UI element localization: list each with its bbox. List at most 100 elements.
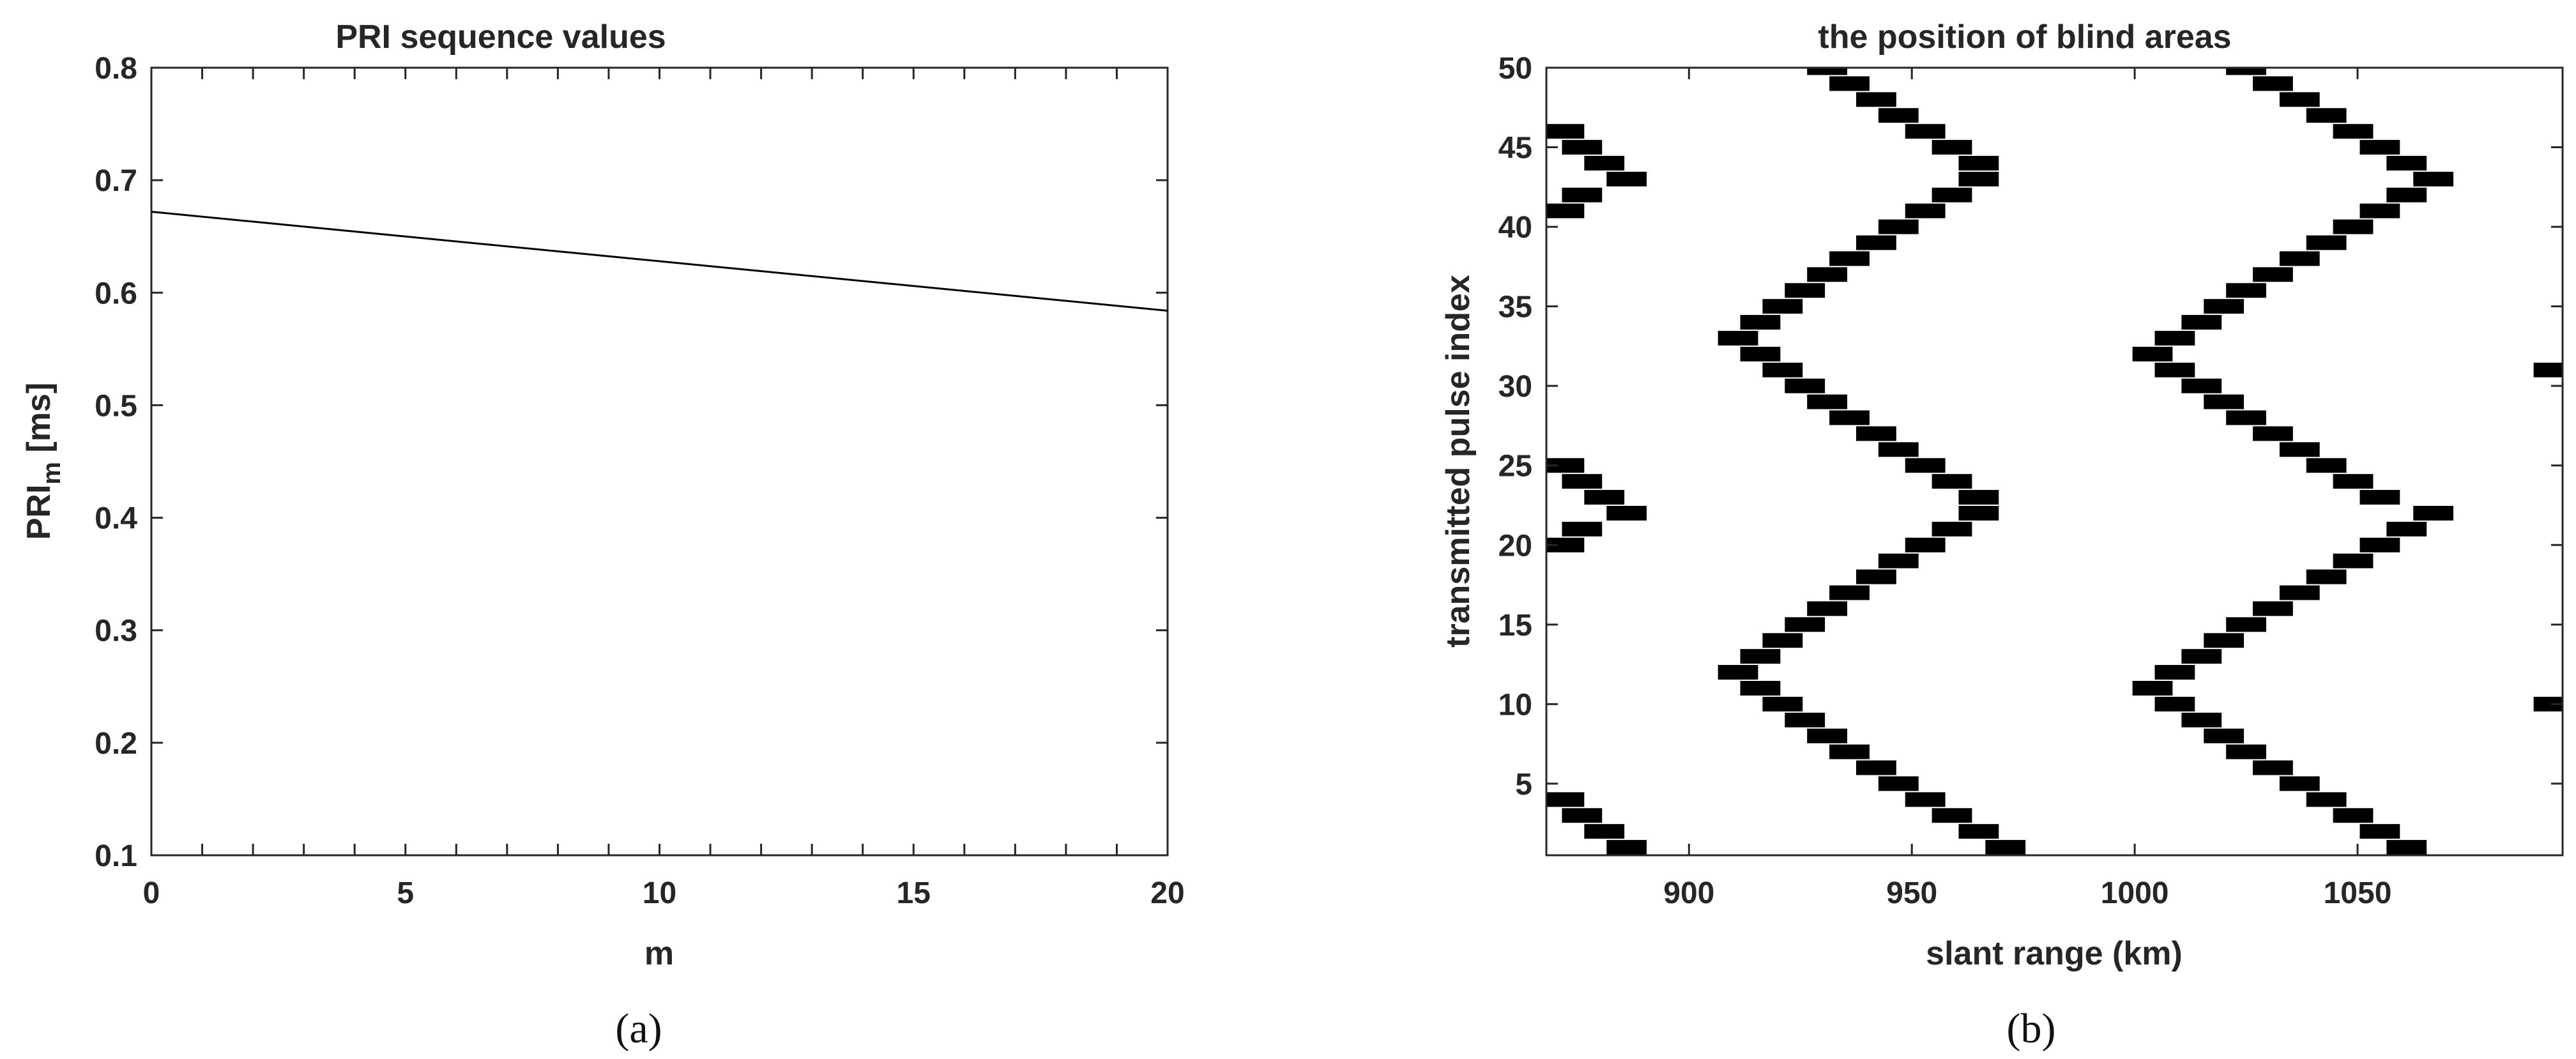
blind-area-marker (1606, 171, 1647, 187)
chart-b-title: the position of blind areas (1818, 19, 2231, 56)
blind-area-marker (2226, 410, 2266, 425)
blind-area-marker (1807, 267, 1848, 282)
x-tick-label: 1050 (2324, 876, 2392, 910)
blind-area-marker (1905, 537, 1946, 552)
blind-area-marker (1546, 792, 1585, 807)
blind-area-marker (2413, 505, 2454, 521)
blind-area-marker (2386, 840, 2427, 855)
blind-area-marker (2359, 490, 2400, 505)
blind-area-marker (1562, 140, 1603, 155)
x-tick-label: 15 (897, 876, 931, 910)
blind-area-marker (1718, 665, 1758, 680)
chart-b-blind-area-markers (1546, 68, 2563, 855)
blind-area-marker (2413, 171, 2454, 187)
blind-area-marker (1932, 521, 1972, 537)
blind-area-marker (1856, 569, 1896, 584)
blind-area-marker (1785, 617, 1825, 632)
blind-area-marker (1762, 633, 1803, 648)
chart-b-caption: (b) (2007, 1005, 2056, 1052)
blind-area-marker (1606, 505, 1647, 521)
y-tick-label: 25 (1498, 450, 1532, 484)
blind-area-marker (1740, 346, 1781, 362)
blind-area-marker (2359, 824, 2400, 839)
chart-b-frame (1545, 66, 2564, 857)
blind-area-marker (1829, 76, 1870, 91)
y-tick-label: 10 (1498, 688, 1532, 722)
blind-area-marker (1829, 744, 1870, 759)
blind-area-marker (1932, 474, 1972, 489)
blind-areas-chart: the position of blind areas 900 950 1000 10… (1440, 19, 2564, 1052)
blind-area-marker (1807, 394, 1848, 409)
x-tick-label: 1000 (2101, 876, 2169, 910)
blind-area-marker (1958, 505, 1999, 521)
y-tick-label: 15 (1498, 609, 1532, 643)
blind-area-marker (2279, 251, 2320, 266)
blind-area-marker (1878, 442, 1919, 457)
blind-area-marker (1878, 108, 1919, 123)
blind-area-marker (1905, 203, 1946, 218)
blind-area-marker (2226, 283, 2266, 298)
blind-area-marker (1932, 808, 1972, 823)
y-tick-label: 0.2 (95, 727, 137, 761)
blind-area-marker (2226, 744, 2266, 759)
blind-area-marker (2279, 776, 2320, 791)
blind-area-marker (2181, 712, 2222, 728)
blind-area-marker (2204, 394, 2244, 409)
blind-area-marker (1856, 426, 1896, 441)
blind-area-marker (1562, 521, 1603, 537)
blind-area-marker (2226, 617, 2266, 632)
blind-area-marker (2204, 728, 2244, 743)
blind-area-marker (2359, 537, 2400, 552)
chart-b-x-axis-label: slant range (km) (1926, 935, 2183, 972)
blind-area-marker (1562, 808, 1603, 823)
y-tick-label: 0.7 (95, 164, 137, 198)
chart-a-caption: (a) (615, 1005, 662, 1052)
blind-area-marker (1932, 187, 1972, 202)
blind-area-marker (1905, 792, 1946, 807)
blind-area-marker (2181, 649, 2222, 664)
blind-area-marker (2533, 696, 2563, 712)
blind-area-marker (2306, 569, 2347, 584)
blind-area-marker (1562, 187, 1603, 202)
blind-area-marker (1606, 840, 1647, 855)
blind-area-marker (1740, 315, 1781, 330)
blind-area-marker (1562, 474, 1603, 489)
blind-area-marker (1985, 840, 2026, 855)
blind-area-marker (2132, 346, 2173, 362)
pri-sequence-chart: PRI sequence values 0 5 10 15 20 0.10.20.30.… (20, 19, 1185, 1052)
blind-area-marker (2279, 442, 2320, 457)
blind-area-marker (2333, 124, 2374, 139)
blind-area-marker (1958, 490, 1999, 505)
blind-area-marker (1584, 155, 1625, 171)
blind-area-marker (2154, 330, 2195, 346)
blind-area-marker (2204, 633, 2244, 648)
blind-area-marker (2359, 203, 2400, 218)
chart-a-x-axis: 0 5 10 15 20 (143, 68, 1185, 910)
blind-area-marker (1829, 410, 1870, 425)
blind-area-marker (1546, 458, 1585, 473)
x-tick-label: 900 (1663, 876, 1714, 910)
y-tick-label: 0.5 (95, 389, 137, 423)
blind-area-marker (1740, 680, 1781, 696)
blind-area-marker (1546, 124, 1585, 139)
blind-area-marker (2154, 696, 2195, 712)
blind-area-marker (2279, 585, 2320, 600)
blind-area-marker (2306, 108, 2347, 123)
y-tick-label: 5 (1515, 768, 1532, 802)
blind-area-marker (2253, 760, 2293, 775)
y-tick-label: 50 (1498, 52, 1532, 86)
y-tick-label: 0.6 (95, 277, 137, 310)
y-tick-label: 0.4 (95, 502, 137, 536)
y-tick-label: 30 (1498, 370, 1532, 404)
chart-a-title: PRI sequence values (335, 19, 666, 56)
blind-area-marker (2226, 68, 2266, 75)
blind-area-marker (2279, 92, 2320, 107)
blind-area-marker (1807, 601, 1848, 616)
blind-area-marker (1878, 219, 1919, 234)
blind-area-marker (1546, 537, 1585, 552)
chart-a-y-axis-label: PRIm [ms] (20, 383, 66, 540)
blind-area-marker (1829, 251, 1870, 266)
blind-area-marker (1905, 124, 1946, 139)
blind-area-marker (1856, 760, 1896, 775)
blind-area-marker (1584, 824, 1625, 839)
